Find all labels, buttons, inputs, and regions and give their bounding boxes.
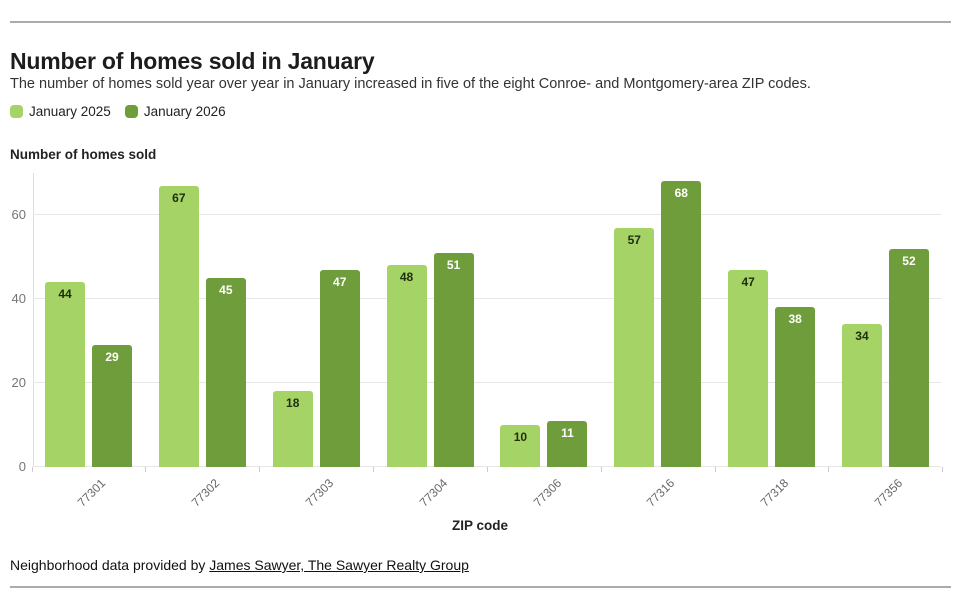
x-axis-tick bbox=[31, 467, 33, 472]
x-axis-tick bbox=[145, 467, 147, 472]
bar-january-2026-77302: 45 bbox=[205, 278, 246, 467]
bar-january-2025-77304: 48 bbox=[386, 265, 427, 467]
y-axis-line bbox=[33, 173, 34, 467]
bar-value-label: 67 bbox=[172, 191, 186, 205]
bar-value-label: 57 bbox=[627, 233, 641, 247]
top-divider bbox=[10, 21, 951, 23]
bar-january-2026-77356: 52 bbox=[888, 249, 929, 467]
x-tick-label-77302: 77302 bbox=[188, 476, 223, 510]
bar-value-label: 47 bbox=[741, 275, 755, 289]
chart-subtitle: The number of homes sold year over year … bbox=[10, 76, 811, 92]
bar-value-label: 48 bbox=[399, 270, 414, 284]
bottom-divider bbox=[10, 586, 951, 588]
gridline-0 bbox=[33, 466, 941, 467]
bar-value-label: 47 bbox=[333, 275, 347, 289]
x-axis-tick bbox=[373, 467, 375, 472]
x-tick-label-77318: 77318 bbox=[758, 476, 792, 510]
y-tick-label-0: 0 bbox=[18, 459, 26, 474]
bar-value-label: 11 bbox=[561, 426, 574, 440]
footer-attribution: Neighborhood data provided by James Sawy… bbox=[10, 557, 469, 573]
bar-value-label: 18 bbox=[286, 396, 300, 410]
gridline-60 bbox=[33, 214, 941, 215]
bar-january-2025-77306: 10 bbox=[500, 425, 541, 467]
y-axis-title: Number of homes sold bbox=[10, 147, 157, 162]
legend: January 2025 January 2026 bbox=[10, 104, 226, 119]
bar-value-label: 34 bbox=[855, 329, 869, 343]
x-axis-tick bbox=[259, 467, 261, 472]
x-axis-tick bbox=[714, 467, 716, 472]
x-tick-label-77316: 77316 bbox=[644, 476, 678, 510]
bar-january-2026-77318: 38 bbox=[775, 307, 816, 467]
legend-swatch-2026 bbox=[124, 105, 138, 118]
plot-area: 0 20 40 60 44 29 77301 67 45 77302 18 47 77303 48 51 77… bbox=[10, 173, 950, 509]
bar-value-label: 68 bbox=[674, 186, 688, 200]
bar-january-2025-77302: 67 bbox=[158, 186, 199, 467]
bar-value-label: 38 bbox=[788, 312, 802, 326]
bar-january-2026-77316: 68 bbox=[661, 181, 702, 467]
legend-label-2025: January 2025 bbox=[29, 104, 111, 119]
gridline-20 bbox=[33, 382, 941, 383]
y-tick-label-20: 20 bbox=[11, 375, 26, 390]
bar-january-2026-77303: 47 bbox=[319, 270, 360, 467]
bar-value-label: 52 bbox=[902, 254, 916, 268]
bar-january-2026-77304: 51 bbox=[433, 253, 474, 467]
y-tick-label-40: 40 bbox=[11, 291, 26, 306]
footer-text: Neighborhood data provided by bbox=[10, 557, 210, 573]
bar-january-2026-77306: 11 bbox=[547, 421, 588, 467]
page-title: Number of homes sold in January bbox=[10, 48, 375, 75]
bar-chart: 0 20 40 60 44 29 77301 67 45 77302 18 47 77303 48 51 77… bbox=[10, 173, 950, 533]
x-tick-label-77306: 77306 bbox=[530, 476, 564, 510]
bar-january-2025-77303: 18 bbox=[272, 391, 313, 467]
bar-january-2025-77356: 34 bbox=[841, 324, 882, 467]
x-tick-label-77304: 77304 bbox=[416, 476, 450, 510]
footer-link[interactable]: James Sawyer, The Sawyer Realty Group bbox=[209, 557, 469, 573]
bar-value-label: 44 bbox=[58, 287, 72, 301]
x-axis-tick bbox=[600, 467, 602, 472]
x-axis-tick bbox=[828, 467, 830, 472]
legend-item-january-2025: January 2025 bbox=[10, 104, 111, 119]
bar-january-2025-77318: 47 bbox=[728, 270, 769, 467]
bar-value-label: 45 bbox=[219, 283, 233, 297]
bar-value-label: 29 bbox=[105, 350, 119, 364]
y-tick-label-60: 60 bbox=[11, 207, 26, 222]
x-axis-tick bbox=[942, 467, 944, 472]
x-tick-label-77356: 77356 bbox=[871, 476, 906, 510]
legend-swatch-2025 bbox=[10, 105, 23, 118]
x-tick-label-77303: 77303 bbox=[302, 476, 337, 510]
bar-value-label: 10 bbox=[513, 430, 528, 444]
x-tick-label-77301: 77301 bbox=[74, 476, 109, 510]
bar-january-2026-77301: 29 bbox=[92, 345, 132, 467]
x-axis-title: ZIP code bbox=[451, 518, 509, 533]
bar-value-label: 51 bbox=[446, 258, 461, 272]
legend-label-2026: January 2026 bbox=[143, 104, 226, 119]
bar-january-2025-77301: 44 bbox=[45, 282, 85, 467]
legend-item-january-2026: January 2026 bbox=[124, 104, 226, 119]
bar-january-2025-77316: 57 bbox=[614, 228, 655, 467]
gridline-40 bbox=[33, 298, 941, 299]
x-axis-tick bbox=[486, 467, 488, 472]
